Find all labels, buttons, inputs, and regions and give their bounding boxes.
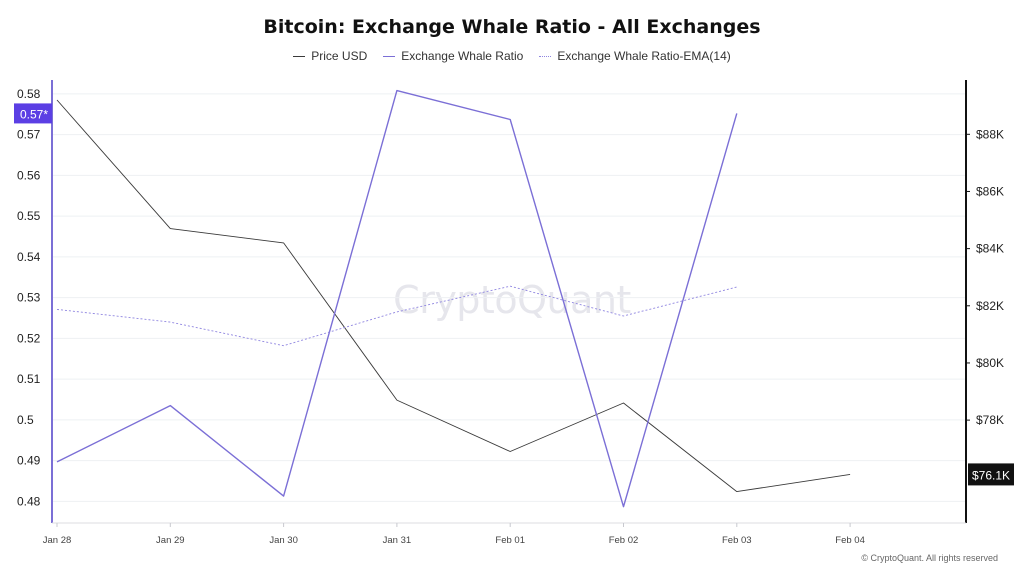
current-value-left-label: 0.57* (20, 107, 48, 121)
y-left-tick-label: 0.56 (17, 168, 41, 182)
y-left-tick-label: 0.48 (17, 494, 41, 508)
chart-title: Bitcoin: Exchange Whale Ratio - All Exch… (263, 16, 761, 38)
y-right-tick-label: $80K (976, 356, 1004, 370)
watermark: CryptoQuant (393, 278, 631, 322)
legend-label-whale-ratio-ema: Exchange Whale Ratio-EMA(14) (557, 49, 731, 63)
series-line-exchange-whale-ratio[interactable] (56, 89, 738, 508)
y-right-tick-label: $82K (976, 299, 1004, 313)
legend-item-price[interactable]: Price USD (293, 49, 367, 63)
y-left-tick-label: 0.54 (17, 250, 41, 264)
legend-item-whale-ratio[interactable]: Exchange Whale Ratio (383, 49, 523, 63)
y-left-tick-label: 0.51 (17, 372, 41, 386)
y-right-tick-label: $84K (976, 242, 1004, 256)
x-tick-label: Jan 29 (156, 535, 185, 546)
current-value-right-label: $76.1K (972, 468, 1010, 482)
current-value-left-badge (14, 103, 52, 124)
legend: Price USD Exchange Whale Ratio Exchange … (0, 49, 1024, 63)
x-tick-label: Feb 01 (495, 535, 525, 546)
x-tick-label: Jan 30 (269, 535, 298, 546)
x-tick-label: Feb 03 (722, 535, 752, 546)
y-left-tick-label: 0.57 (17, 128, 41, 142)
x-tick-label: Feb 04 (835, 535, 865, 546)
y-right-tick-label: $88K (976, 127, 1004, 141)
current-value-right-badge (968, 463, 1014, 486)
y-left-tick-label: 0.52 (17, 331, 41, 345)
y-left-tick-label: 0.58 (17, 87, 41, 101)
series-line-price-usd[interactable] (56, 99, 851, 493)
footer-credit: © CryptoQuant. All rights reserved (861, 553, 998, 563)
y-right-tick-label: $86K (976, 184, 1004, 198)
y-left-tick-label: 0.53 (17, 291, 41, 305)
legend-swatch-whale-ratio-ema (539, 55, 552, 57)
legend-swatch-whale-ratio (383, 55, 396, 57)
y-left-tick-label: 0.49 (17, 454, 41, 468)
series-line-exchange-whale-ratio-ema-14[interactable] (56, 285, 737, 347)
y-left-tick-label: 0.55 (17, 209, 41, 223)
legend-label-whale-ratio: Exchange Whale Ratio (401, 49, 524, 63)
y-left-tick-label: 0.5 (17, 413, 34, 427)
x-tick-label: Jan 31 (383, 535, 412, 546)
legend-item-whale-ratio-ema[interactable]: Exchange Whale Ratio-EMA(14) (539, 49, 731, 63)
x-tick-label: Feb 02 (609, 535, 639, 546)
y-right-tick-label: $78K (976, 413, 1004, 427)
legend-label-price: Price USD (311, 49, 368, 63)
x-tick-label: Jan 28 (43, 535, 72, 546)
legend-swatch-price (293, 55, 306, 57)
